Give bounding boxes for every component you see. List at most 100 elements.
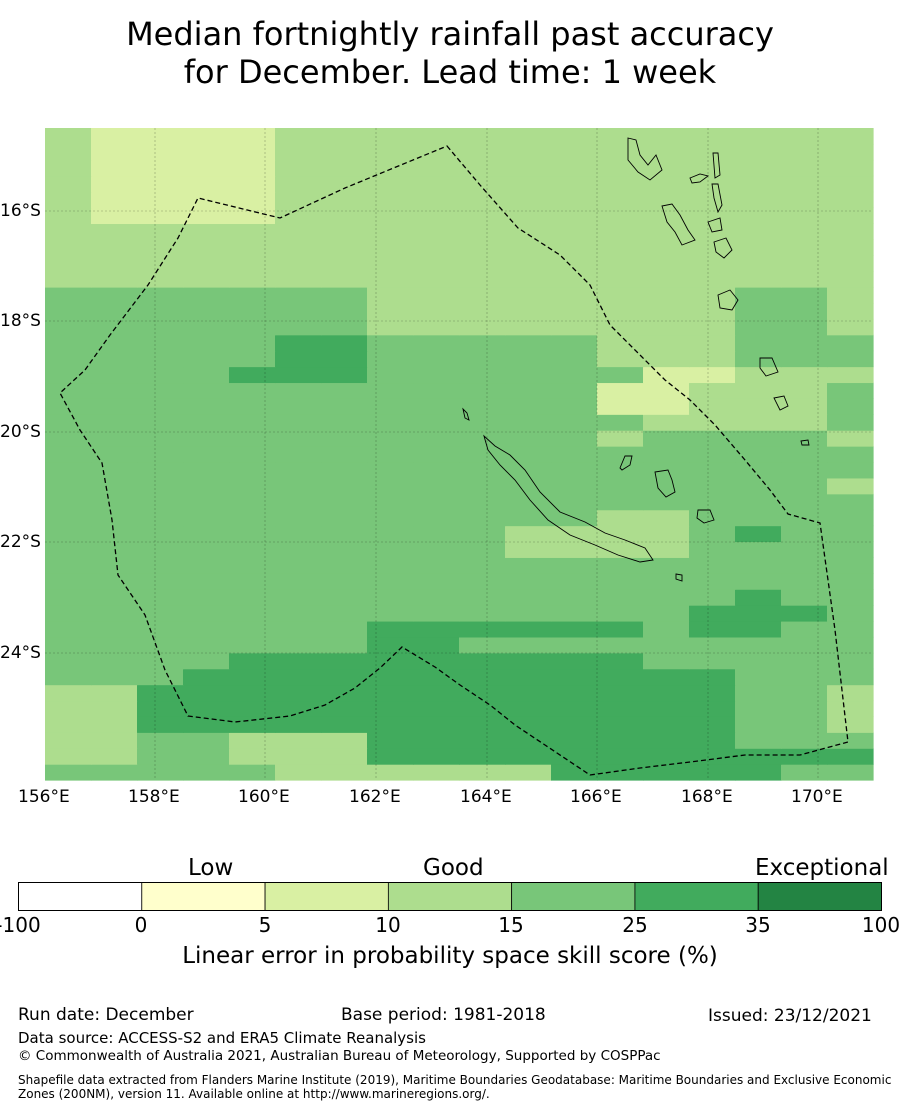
grid-cell [183,589,230,606]
grid-cell [597,302,644,320]
grid-cell [137,191,184,209]
grid-cell [735,239,782,256]
grid-cell [827,541,874,558]
grid-cell [643,159,690,177]
grid-cell [229,302,276,320]
grid-cell [321,366,368,384]
lat-label-18: 18°S [0,311,41,331]
grid-cell [643,764,690,781]
grid-cell [643,255,690,272]
grid-cell [91,302,138,320]
grid-cell [827,525,874,543]
grid-cell [275,493,322,511]
grid-cell [827,159,874,177]
grid-cell [459,748,506,765]
grid-cell [459,493,506,511]
grid-cell [597,605,644,622]
malekula [661,203,696,246]
grid-cell [459,446,506,463]
grid-cell [137,128,184,145]
grid-cell [45,525,92,543]
grid-cell [275,382,322,399]
grid-cell [551,287,598,304]
grid-cell [45,334,92,352]
grid-cell [551,159,598,177]
grid-cell [735,700,782,717]
grid-cell [643,128,690,145]
grid-cell [689,748,736,765]
grid-cell [827,668,874,686]
grid-cell [781,573,828,590]
grid-cell [597,477,644,495]
grid-cell [551,334,598,352]
grid-cell [275,557,322,574]
grid-cell [781,764,828,781]
grid-cell [781,557,828,574]
grid-cell [321,382,368,399]
grid-cell [275,143,322,161]
grid-cell [229,716,276,733]
grid-cell [735,652,782,670]
grid-cell [275,128,322,145]
lat-label-16: 16°S [0,201,41,221]
lon-label-168: 168°E [681,787,733,807]
grid-cell [321,605,368,622]
grid-cell [45,573,92,590]
grid-cell [183,159,230,177]
grid-cell [183,477,230,495]
grid-cell [275,159,322,177]
grid-cell [781,239,828,256]
grid-cell [597,366,644,384]
grid-cell [413,414,460,431]
grid-cell [459,255,506,272]
grid-cell [551,271,598,288]
lon-label-158: 158°E [128,787,180,807]
grid-cell [551,239,598,256]
grid-cell [45,191,92,209]
grid-cell [413,159,460,177]
grid-cell [275,318,322,336]
grid-cell [459,716,506,733]
grid-cell [137,461,184,479]
grid-cell [827,684,874,702]
grid-cell [275,287,322,304]
grid-cell [413,318,460,336]
grid-cell [413,128,460,145]
grid-cell [45,175,92,193]
grid-cell [413,382,460,399]
grid-cell [275,652,322,670]
grid-cell [91,700,138,717]
grid-cell [91,223,138,240]
grid-cell [505,143,552,161]
grid-cell [551,652,598,670]
grid-cell [229,652,276,670]
grid-cell [505,191,552,209]
grid-cell [275,446,322,463]
isle-belep [462,407,470,421]
grid-cell [91,573,138,590]
grid-cell [45,605,92,622]
grid-cell [183,557,230,574]
grid-cell [275,620,322,638]
grid-cell [229,191,276,209]
grid-cell [827,271,874,288]
grid-cell [367,414,414,431]
grid-cell [229,366,276,384]
grid-cell [551,493,598,511]
grid-cell [551,589,598,606]
lon-label-166: 166°E [570,787,622,807]
grid-cell [735,207,782,225]
grid-cell [505,430,552,447]
grid-cell [643,239,690,256]
grid-cell [321,128,368,145]
grid-cell [689,557,736,574]
grid-cell [229,446,276,463]
grid-cell [735,430,782,447]
grid-cell [413,620,460,638]
grid-cell [643,716,690,733]
grid-cell [183,128,230,145]
grid-cell [643,414,690,431]
copyright: © Commonwealth of Australia 2021, Austra… [18,1048,661,1064]
grid-cell [551,461,598,479]
grid-cell [137,446,184,463]
